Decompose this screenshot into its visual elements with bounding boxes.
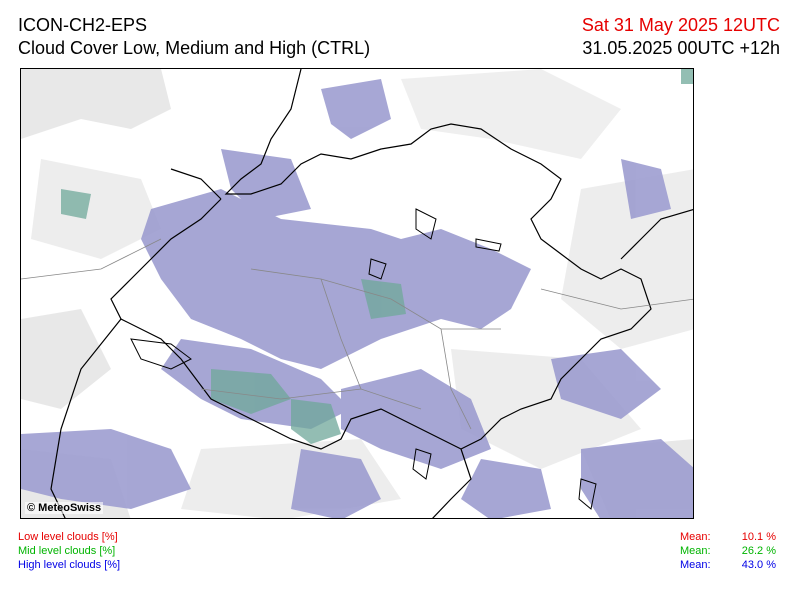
legend-mid-clouds: Mid level clouds [%] [18, 545, 116, 557]
product-name: Cloud Cover Low, Medium and High (CTRL) [18, 38, 371, 58]
meteoswiss-credit: © MeteoSwiss [25, 502, 104, 514]
country-borders [50, 69, 693, 518]
high-mean-label: Mean: [680, 559, 711, 571]
run-time: 31.05.2025 00UTC +12h [582, 38, 780, 58]
lakes [130, 208, 597, 510]
mean-stats: Mean: 10.1 % Mean: 26.2 % Mean: 43.0 % [680, 530, 776, 572]
mid-cloud-layer [61, 69, 693, 444]
title-block: ICON-CH2-EPS Cloud Cover Low, Medium and… [18, 14, 370, 60]
mid-mean-value: 26.2 % [741, 545, 776, 557]
low-mean-row: Mean: 10.1 % [680, 530, 776, 544]
mid-mean-label: Mean: [680, 545, 711, 557]
cloud-cover-map: © MeteoSwiss [20, 68, 694, 519]
valid-time: Sat 31 May 2025 12UTC [581, 15, 780, 35]
legend: Low level clouds [%] Mid level clouds [%… [18, 530, 120, 572]
map-canvas [21, 69, 693, 518]
legend-low-clouds: Low level clouds [%] [18, 531, 118, 543]
high-mean-row: Mean: 43.0 % [680, 558, 776, 572]
legend-high-clouds: High level clouds [%] [18, 559, 121, 571]
canton-lines [21, 238, 693, 430]
high-mean-value: 43.0 % [741, 559, 776, 571]
time-block: Sat 31 May 2025 12UTC 31.05.2025 00UTC +… [582, 14, 780, 60]
model-name: ICON-CH2-EPS [18, 15, 148, 35]
mid-mean-row: Mean: 26.2 % [680, 544, 776, 558]
low-mean-value: 10.1 % [741, 531, 776, 543]
low-mean-label: Mean: [680, 531, 711, 543]
